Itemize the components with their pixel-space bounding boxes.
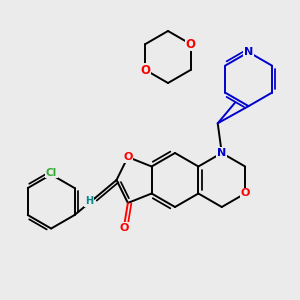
Text: O: O: [185, 38, 196, 50]
Text: O: O: [241, 188, 250, 199]
Text: O: O: [140, 64, 151, 76]
Text: Cl: Cl: [46, 167, 57, 178]
Text: N: N: [217, 148, 226, 158]
Text: N: N: [244, 47, 253, 57]
Text: O: O: [123, 152, 133, 162]
Text: H: H: [85, 196, 93, 206]
Text: O: O: [119, 223, 128, 233]
